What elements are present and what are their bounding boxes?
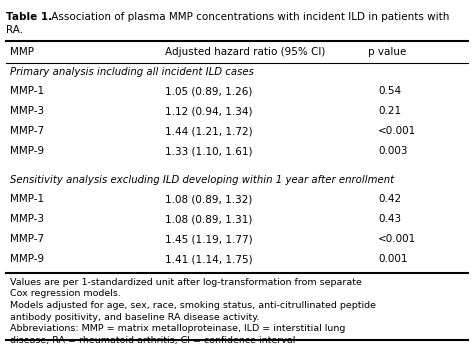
Text: Association of plasma MMP concentrations with incident ILD in patients with: Association of plasma MMP concentrations… <box>48 12 449 22</box>
Text: MMP-9: MMP-9 <box>10 254 44 264</box>
Text: Adjusted hazard ratio (95% CI): Adjusted hazard ratio (95% CI) <box>165 47 325 57</box>
Text: 1.33 (1.10, 1.61): 1.33 (1.10, 1.61) <box>165 146 253 156</box>
Text: p value: p value <box>368 47 406 57</box>
Text: Values are per 1-standardized unit after log-transformation from separate: Values are per 1-standardized unit after… <box>10 278 362 287</box>
Text: 0.001: 0.001 <box>378 254 408 264</box>
Text: antibody positivity, and baseline RA disease activity.: antibody positivity, and baseline RA dis… <box>10 313 259 322</box>
Text: MMP-1: MMP-1 <box>10 194 44 204</box>
Text: 0.42: 0.42 <box>378 194 401 204</box>
Text: Sensitivity analysis excluding ILD developing within 1 year after enrollment: Sensitivity analysis excluding ILD devel… <box>10 175 394 185</box>
Text: MMP-3: MMP-3 <box>10 106 44 116</box>
Text: 1.44 (1.21, 1.72): 1.44 (1.21, 1.72) <box>165 126 253 136</box>
Text: 1.05 (0.89, 1.26): 1.05 (0.89, 1.26) <box>165 86 252 96</box>
Text: MMP: MMP <box>10 47 34 57</box>
Text: 0.54: 0.54 <box>378 86 401 96</box>
Text: 1.08 (0.89, 1.32): 1.08 (0.89, 1.32) <box>165 194 252 204</box>
Text: MMP-1: MMP-1 <box>10 86 44 96</box>
Text: 0.43: 0.43 <box>378 214 401 224</box>
Text: Models adjusted for age, sex, race, smoking status, anti-citrullinated peptide: Models adjusted for age, sex, race, smok… <box>10 301 376 310</box>
Text: MMP-3: MMP-3 <box>10 214 44 224</box>
Text: MMP-7: MMP-7 <box>10 126 44 136</box>
Text: Cox regression models.: Cox regression models. <box>10 290 121 299</box>
Text: disease, RA = rheumatoid arthritis, CI = confidence interval: disease, RA = rheumatoid arthritis, CI =… <box>10 335 295 345</box>
Text: 0.003: 0.003 <box>378 146 408 156</box>
Text: Abbreviations: MMP = matrix metalloproteinase, ILD = interstitial lung: Abbreviations: MMP = matrix metalloprote… <box>10 324 346 333</box>
Text: 0.21: 0.21 <box>378 106 401 116</box>
Text: MMP-7: MMP-7 <box>10 234 44 244</box>
Text: 1.08 (0.89, 1.31): 1.08 (0.89, 1.31) <box>165 214 252 224</box>
Text: MMP-9: MMP-9 <box>10 146 44 156</box>
Text: Table 1.: Table 1. <box>6 12 52 22</box>
Text: RA.: RA. <box>6 25 23 35</box>
Text: Primary analysis including all incident ILD cases: Primary analysis including all incident … <box>10 67 254 77</box>
Text: <0.001: <0.001 <box>378 126 416 136</box>
Text: 1.12 (0.94, 1.34): 1.12 (0.94, 1.34) <box>165 106 253 116</box>
Text: 1.45 (1.19, 1.77): 1.45 (1.19, 1.77) <box>165 234 253 244</box>
Text: <0.001: <0.001 <box>378 234 416 244</box>
Text: 1.41 (1.14, 1.75): 1.41 (1.14, 1.75) <box>165 254 253 264</box>
